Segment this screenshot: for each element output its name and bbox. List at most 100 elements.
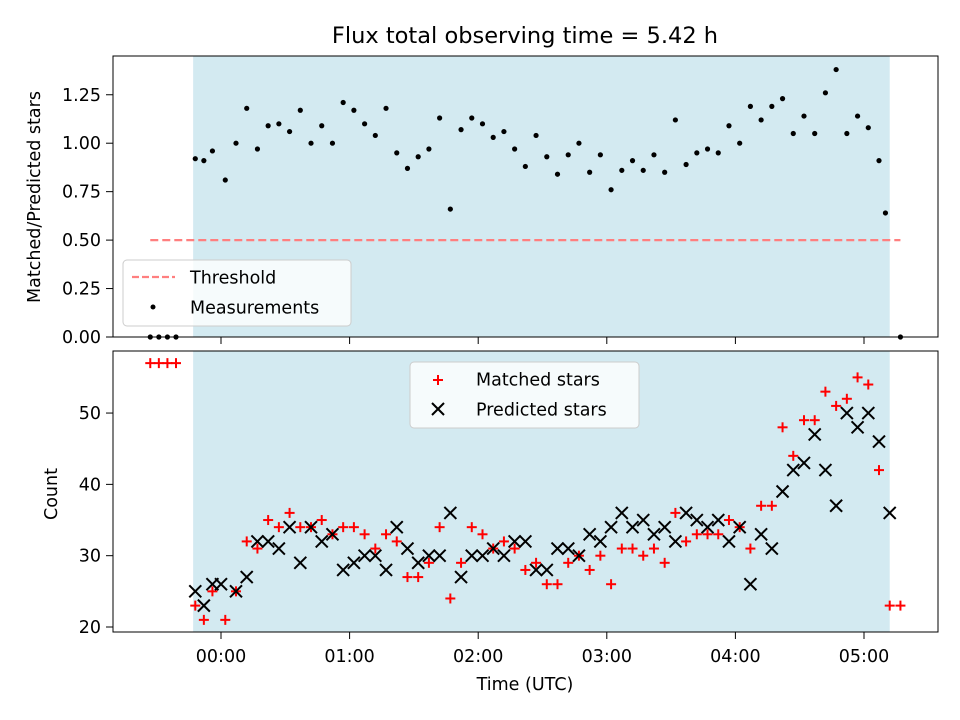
measurement-point: [822, 90, 829, 96]
cross-b: [786, 463, 800, 477]
ratio-y-axis: 0.00 0.25 0.50 0.75 1.00 1.25: [62, 86, 113, 348]
matched-star-point: [809, 415, 820, 426]
cross-b: [486, 541, 500, 556]
y-tick-label: 1.25: [62, 86, 101, 106]
matched-star-point: [145, 358, 156, 369]
cross-b: [540, 563, 554, 577]
cross-b: [700, 520, 715, 534]
predicted-star-point: [540, 563, 554, 577]
chart-title: Flux total observing time = 5.42 h: [332, 23, 718, 49]
x-tick-label: 00:00: [196, 647, 246, 667]
cross-b: [657, 520, 672, 534]
cross-b: [282, 520, 297, 534]
matched-star-point: [670, 507, 681, 518]
predicted-star-point: [214, 577, 228, 591]
predicted-star-point: [272, 541, 286, 556]
predicted-star-point: [315, 534, 329, 549]
measurement-point: [319, 123, 325, 129]
matched-star-point: [552, 579, 563, 590]
predicted-star-point: [765, 541, 779, 556]
y-tick-label: 50: [79, 404, 101, 424]
predicted-star-point: [818, 463, 833, 477]
measurement-point: [533, 132, 539, 139]
predicted-star-point: [850, 420, 865, 435]
measurement-point: [426, 146, 432, 152]
predicted-star-point: [797, 456, 811, 470]
predicted-star-point: [722, 534, 736, 549]
threshold-legend-label: Threshold: [189, 269, 276, 289]
measurement-point: [192, 156, 198, 162]
x-tick-label: 01:00: [324, 647, 374, 667]
x-tick-label: 05:00: [839, 647, 889, 667]
matched-star-point: [648, 543, 659, 554]
predicted-star-point: [625, 520, 640, 534]
count-axes-frame: [112, 350, 939, 633]
cross-b: [432, 548, 447, 563]
cross-b: [497, 548, 511, 563]
cross-b: [765, 541, 779, 556]
matched-star-point: [241, 536, 252, 547]
matched-star-point: [595, 550, 606, 561]
matched-star-point: [413, 572, 424, 583]
predicted-star-point: [807, 427, 822, 442]
cross-b: [518, 534, 533, 549]
count-y-axis-label: Count: [42, 468, 62, 520]
predicted-star-point: [507, 534, 522, 549]
measurement-point: [351, 107, 357, 113]
matched-star-point: [563, 557, 574, 568]
predicted-star-point: [700, 520, 715, 534]
measurement-point: [715, 150, 721, 156]
measurement-point: [297, 107, 303, 113]
cross-b: [379, 563, 393, 577]
predicted-star-point: [454, 570, 468, 584]
predicted-star-point: [229, 584, 243, 599]
predicted-star-point: [390, 520, 404, 534]
cross-b: [593, 534, 608, 549]
cross-b: [797, 456, 811, 470]
matched-star-point: [456, 557, 467, 568]
cross-b: [336, 563, 350, 577]
predicted-star-point: [743, 577, 758, 591]
measurement-point: [554, 171, 561, 177]
measurement-point: [597, 152, 603, 158]
predicted-star-point: [668, 534, 683, 549]
measurement-point: [329, 140, 336, 146]
matched-star-point: [198, 614, 209, 625]
matched-star-point: [659, 557, 670, 568]
measurement-point: [544, 154, 550, 160]
measurement-point: [587, 169, 593, 175]
measurement-point: [372, 132, 378, 139]
cross-b: [647, 527, 661, 541]
predicted-star-point: [883, 506, 897, 520]
measurement-point: [362, 121, 368, 127]
y-tick-label: 0.50: [62, 231, 101, 251]
predicted-star-point: [636, 513, 650, 527]
predicted-star-point: [582, 527, 597, 541]
count-x-axis: 00:00 01:00 02:00 03:00 04:00 05:00: [196, 632, 889, 667]
matched-star-point: [391, 536, 402, 547]
predicted-star-point: [550, 541, 565, 556]
matched-star-point: [370, 543, 381, 554]
measurement-point: [747, 103, 754, 109]
measurement-point: [629, 158, 636, 164]
count-marks: [145, 358, 906, 625]
measurement-point: [565, 152, 571, 158]
measurements-legend-label: Measurements: [190, 299, 319, 319]
matched-star-point: [820, 386, 831, 397]
measurement-point: [865, 125, 871, 131]
measurement-point: [415, 154, 421, 160]
measurement-point: [286, 128, 293, 135]
cross-b: [315, 534, 329, 549]
matched-star-point: [338, 522, 349, 533]
matched-legend-label: Matched stars: [476, 371, 600, 391]
y-tick-label: 0.00: [62, 328, 101, 348]
cross-b: [304, 520, 318, 534]
matched-star-point: [756, 500, 767, 511]
measurement-point: [683, 161, 689, 168]
cross-b: [390, 520, 404, 534]
measurement-point: [662, 169, 668, 175]
matched-star-point: [874, 465, 885, 476]
measurement-point: [651, 152, 657, 158]
predicted-star-point: [572, 548, 586, 563]
